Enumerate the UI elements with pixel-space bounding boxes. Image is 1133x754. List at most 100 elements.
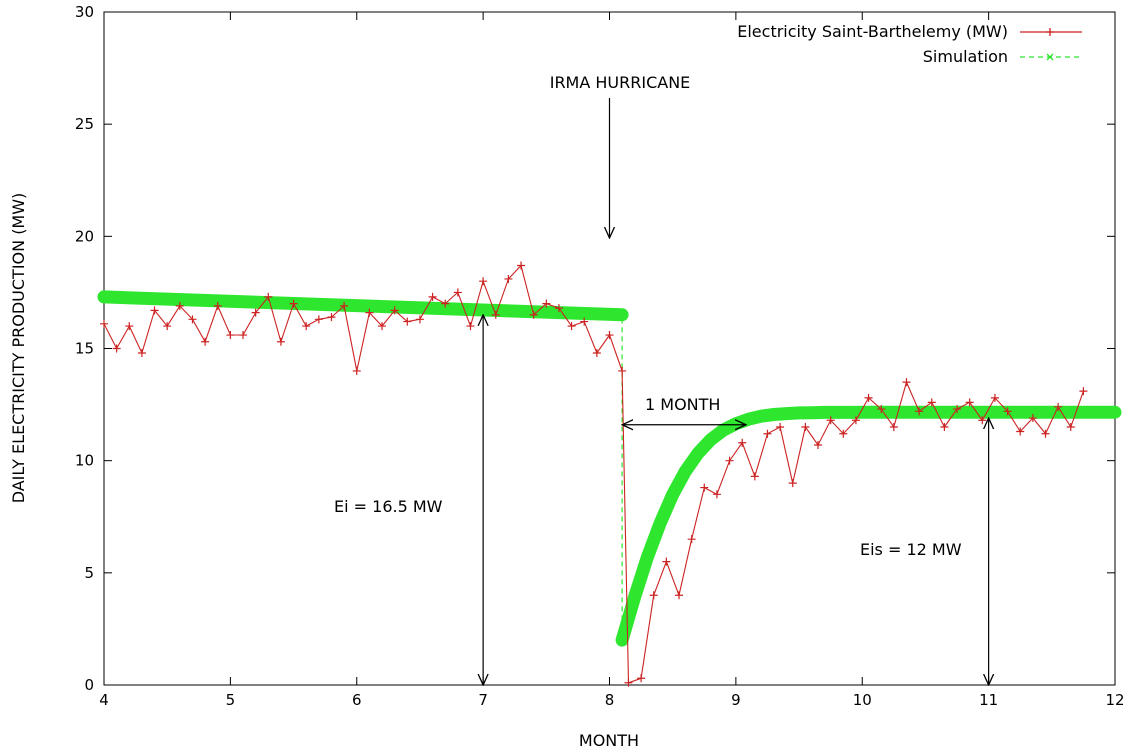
electricity-point bbox=[428, 292, 437, 301]
electricity-point bbox=[965, 398, 974, 407]
electricity-point bbox=[851, 416, 860, 425]
electricity-point bbox=[839, 429, 848, 438]
legend-label-electricity: Electricity Saint-Barthelemy (MW) bbox=[737, 22, 1008, 41]
electricity-series bbox=[100, 261, 1088, 687]
electricity-point bbox=[624, 678, 633, 687]
electricity-point bbox=[390, 306, 399, 315]
y-tick-label: 10 bbox=[75, 452, 94, 470]
electricity-point bbox=[554, 304, 563, 313]
electricity-point bbox=[163, 322, 172, 331]
electricity-point bbox=[662, 557, 671, 566]
electricity-point bbox=[352, 366, 361, 375]
electricity-point bbox=[504, 274, 513, 283]
electricity-point bbox=[150, 306, 159, 315]
annotation-arrows bbox=[483, 98, 989, 685]
electricity-point bbox=[788, 479, 797, 488]
electricity-point bbox=[188, 315, 197, 324]
legend: Electricity Saint-Barthelemy (MW) Simula… bbox=[737, 22, 1082, 66]
electricity-point bbox=[712, 490, 721, 499]
y-tick-label: 30 bbox=[75, 3, 94, 21]
x-tick-label: 8 bbox=[605, 691, 615, 709]
electricity-point bbox=[1041, 429, 1050, 438]
electricity-point bbox=[637, 674, 646, 683]
electricity-point bbox=[567, 322, 576, 331]
y-tick-label: 5 bbox=[84, 564, 94, 582]
electricity-point bbox=[1066, 423, 1075, 432]
electricity-point bbox=[1079, 387, 1088, 396]
electricity-point bbox=[302, 322, 311, 331]
x-tick-label: 6 bbox=[352, 691, 362, 709]
electricity-point bbox=[453, 288, 462, 297]
electricity-point bbox=[251, 308, 260, 317]
y-tick-label: 0 bbox=[84, 676, 94, 694]
electricity-point bbox=[226, 331, 235, 340]
electricity-point bbox=[100, 319, 108, 328]
electricity-point bbox=[814, 440, 823, 449]
electricity-point bbox=[725, 456, 734, 465]
simulation-band-post bbox=[615, 405, 1122, 647]
electricity-point bbox=[990, 393, 999, 402]
electricity-point bbox=[864, 393, 873, 402]
electricity-point bbox=[1028, 414, 1037, 423]
electricity-point bbox=[175, 301, 184, 310]
electricity-point bbox=[125, 322, 134, 331]
electricity-point bbox=[340, 301, 349, 310]
x-tick-label: 9 bbox=[731, 691, 741, 709]
electricity-point bbox=[137, 348, 146, 357]
x-axis-title: MONTH bbox=[579, 731, 639, 750]
electricity-point bbox=[1016, 427, 1025, 436]
annotation-eis: Eis = 12 MW bbox=[860, 540, 962, 559]
electricity-point bbox=[618, 366, 627, 375]
electricity-point bbox=[403, 317, 412, 326]
electricity-point bbox=[649, 591, 658, 600]
legend-label-simulation: Simulation bbox=[923, 47, 1008, 66]
simulation-series bbox=[97, 290, 1122, 647]
electricity-point bbox=[213, 301, 222, 310]
electricity-point bbox=[953, 405, 962, 414]
electricity-point bbox=[675, 591, 684, 600]
electricity-point bbox=[1054, 402, 1063, 411]
electricity-point bbox=[542, 299, 551, 308]
x-tick-label: 11 bbox=[979, 691, 998, 709]
x-tick-label: 7 bbox=[478, 691, 488, 709]
electricity-point bbox=[915, 407, 924, 416]
electricity-point bbox=[877, 405, 886, 414]
y-tick-label: 25 bbox=[75, 115, 94, 133]
electricity-point bbox=[365, 308, 374, 317]
legend-entry-electricity: Electricity Saint-Barthelemy (MW) bbox=[737, 22, 1082, 41]
annotation-ei: Ei = 16.5 MW bbox=[334, 497, 443, 516]
legend-marker-electricity bbox=[1046, 28, 1054, 36]
electricity-point bbox=[700, 483, 709, 492]
electricity-point bbox=[264, 292, 273, 301]
y-axis-title: DAILY ELECTRICITY PRODUCTION (MW) bbox=[9, 193, 28, 504]
legend-marker-simulation bbox=[1046, 53, 1054, 61]
electricity-point bbox=[826, 416, 835, 425]
electricity-point bbox=[378, 322, 387, 331]
x-tick-label: 5 bbox=[226, 691, 236, 709]
electricity-point bbox=[592, 348, 601, 357]
electricity-point bbox=[491, 310, 500, 319]
simulation-line bbox=[103, 296, 1115, 641]
electricity-point bbox=[201, 337, 210, 346]
electricity-point bbox=[776, 423, 785, 432]
electricity-point bbox=[415, 315, 424, 324]
y-tick-label: 20 bbox=[75, 227, 94, 245]
electricity-point bbox=[889, 423, 898, 432]
x-tick-label: 10 bbox=[853, 691, 872, 709]
electricity-point bbox=[902, 378, 911, 387]
electricity-point bbox=[112, 344, 121, 353]
electricity-point bbox=[750, 472, 759, 481]
electricity-point bbox=[517, 261, 526, 270]
y-tick-label: 15 bbox=[75, 340, 94, 358]
annotation-one-month: 1 MONTH bbox=[645, 395, 720, 414]
electricity-point bbox=[1003, 407, 1012, 416]
electricity-point bbox=[479, 277, 488, 286]
electricity-line bbox=[103, 264, 1084, 684]
x-tick-label: 4 bbox=[99, 691, 109, 709]
electricity-point bbox=[763, 429, 772, 438]
electricity-point bbox=[239, 331, 248, 340]
electricity-point bbox=[314, 315, 323, 324]
electricity-point bbox=[605, 331, 614, 340]
axis-ticks bbox=[103, 11, 1116, 686]
